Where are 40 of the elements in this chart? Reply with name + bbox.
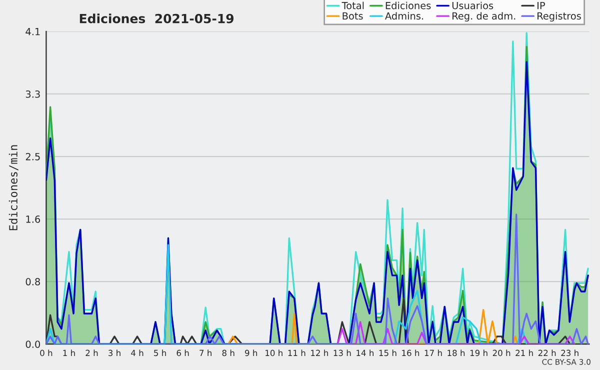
x-tick-label: 17 h xyxy=(424,350,442,356)
legend-label: Admins. xyxy=(385,12,424,20)
x-tick-label: 10 h xyxy=(266,350,282,356)
y-axis-title: Ediciones/min xyxy=(8,145,18,230)
chart-title: Ediciones 2021-05-19 xyxy=(80,14,234,24)
x-tick-label: 4 h xyxy=(131,350,144,356)
x-tick-label: 22 h xyxy=(538,350,556,356)
legend-label: Ediciones xyxy=(386,2,431,10)
x-tick-label: 3 h xyxy=(108,350,120,356)
legend-label: Reg. de adm. xyxy=(452,12,516,22)
x-tick-label: 15 h xyxy=(379,350,396,356)
x-tick-label: 18 h xyxy=(448,350,465,356)
y-tick-label: 1.6 xyxy=(26,216,40,223)
x-tick-label: 16 h xyxy=(402,350,420,356)
x-tick-label: 5 h xyxy=(154,350,166,356)
x-tick-label: 21 h xyxy=(516,350,533,356)
y-tick-label: 3.3 xyxy=(26,90,40,98)
y-tick-label: 0.0 xyxy=(26,340,40,348)
legend-label: Total xyxy=(342,2,364,10)
x-tick-label: 2 h xyxy=(86,350,98,356)
y-tick-label: 2.5 xyxy=(26,152,40,160)
x-tick-label: 7 h xyxy=(200,350,212,356)
y-tick-label: 4.1 xyxy=(26,28,40,36)
x-tick-label: 23 h xyxy=(561,350,578,356)
x-tick-label: 0 h xyxy=(40,350,52,356)
x-tick-label: 9 h xyxy=(245,350,258,356)
legend-label: Usuarios xyxy=(452,2,494,10)
x-tick-label: 8 h xyxy=(222,350,234,356)
x-tick-label: 6 h xyxy=(176,350,189,356)
x-tick-label: 1 h xyxy=(63,350,75,356)
x-tick-label: 20 h xyxy=(492,350,510,356)
x-tick-label: 19 h xyxy=(470,350,488,356)
x-tick-label: 14 h xyxy=(356,350,374,356)
legend-label: Registros xyxy=(538,12,581,22)
y-tick-label: 0.8 xyxy=(26,278,40,286)
legend-label: Bots xyxy=(342,12,363,20)
x-tick-label: 12 h xyxy=(311,350,328,356)
legend-label: IP xyxy=(538,2,545,10)
x-tick-label: 11 h xyxy=(288,350,306,356)
x-tick-label: 13 h xyxy=(334,350,351,356)
